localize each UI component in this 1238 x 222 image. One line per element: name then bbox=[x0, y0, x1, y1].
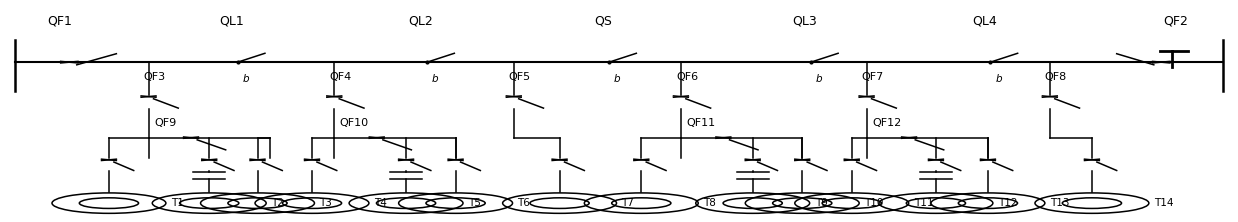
Text: QF7: QF7 bbox=[862, 72, 884, 82]
Text: QL2: QL2 bbox=[409, 15, 433, 28]
Text: T6: T6 bbox=[517, 198, 530, 208]
Text: QL3: QL3 bbox=[792, 15, 817, 28]
Text: QF10: QF10 bbox=[339, 118, 369, 128]
Text: b: b bbox=[432, 74, 438, 84]
Text: b: b bbox=[995, 74, 1002, 84]
Text: T8: T8 bbox=[703, 198, 716, 208]
Text: QF8: QF8 bbox=[1045, 72, 1067, 82]
Text: T2: T2 bbox=[271, 198, 284, 208]
Text: QF4: QF4 bbox=[329, 72, 352, 82]
Text: T1: T1 bbox=[171, 198, 183, 208]
Text: b: b bbox=[243, 74, 249, 84]
Text: QF9: QF9 bbox=[154, 118, 176, 128]
Text: T11: T11 bbox=[914, 198, 933, 208]
Text: T4: T4 bbox=[374, 198, 386, 208]
Text: T7: T7 bbox=[621, 198, 634, 208]
Text: QF6: QF6 bbox=[676, 72, 698, 82]
Text: T14: T14 bbox=[1154, 198, 1174, 208]
Text: QF2: QF2 bbox=[1164, 15, 1188, 28]
Text: T12: T12 bbox=[998, 198, 1018, 208]
Text: T9: T9 bbox=[815, 198, 827, 208]
Text: QF11: QF11 bbox=[686, 118, 716, 128]
Text: QF3: QF3 bbox=[144, 72, 166, 82]
Text: QF5: QF5 bbox=[509, 72, 531, 82]
Text: b: b bbox=[816, 74, 822, 84]
Text: QL1: QL1 bbox=[219, 15, 244, 28]
Text: QF12: QF12 bbox=[872, 118, 901, 128]
Text: T3: T3 bbox=[319, 198, 332, 208]
Text: QL4: QL4 bbox=[972, 15, 997, 28]
Text: T13: T13 bbox=[1050, 198, 1070, 208]
Text: QF1: QF1 bbox=[47, 15, 72, 28]
Text: b: b bbox=[614, 74, 620, 84]
Text: T5: T5 bbox=[468, 198, 480, 208]
Text: T10: T10 bbox=[864, 198, 884, 208]
Text: QS: QS bbox=[594, 15, 612, 28]
